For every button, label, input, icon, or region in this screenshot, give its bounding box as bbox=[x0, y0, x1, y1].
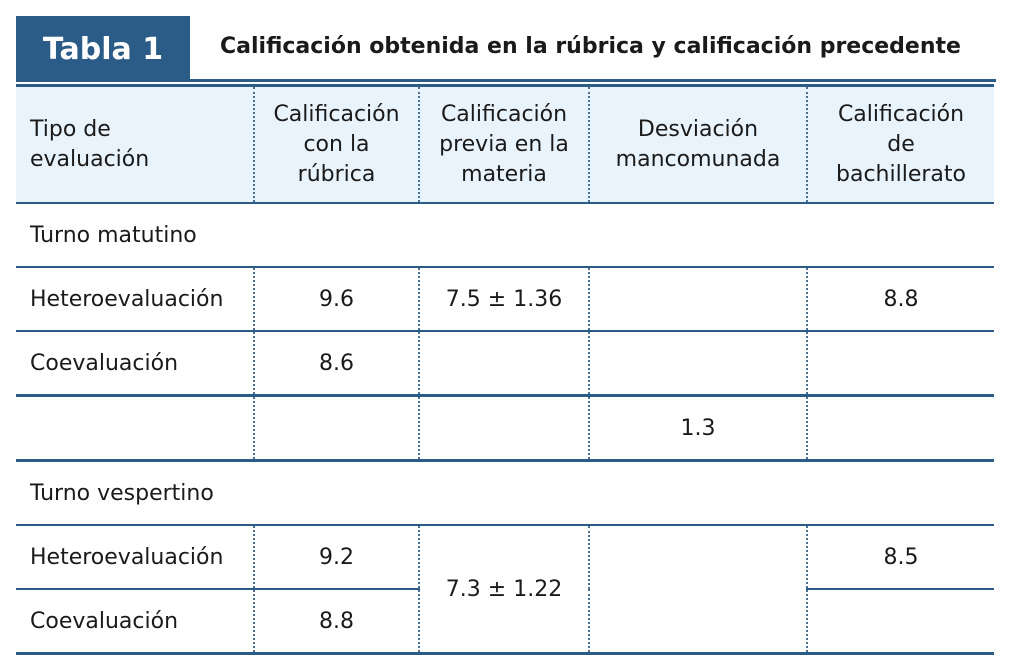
cell-bachillerato bbox=[806, 331, 994, 397]
table-row: Coevaluación 8.8 bbox=[16, 589, 994, 655]
header-desviacion-mancomunada: Desviación mancomunada bbox=[588, 84, 807, 204]
row-label: Coevaluación bbox=[16, 589, 254, 655]
table-row: 1.3 bbox=[16, 395, 994, 462]
cell-bachillerato bbox=[806, 395, 994, 462]
row-label: Coevaluación bbox=[16, 331, 254, 397]
cell-rubrica: 8.8 bbox=[253, 589, 419, 655]
header-tipo-evaluacion: Tipo de evaluación bbox=[16, 84, 254, 204]
header-calificacion-rubrica: Calificación con la rúbrica bbox=[253, 84, 419, 204]
cell-rubrica: 8.6 bbox=[253, 331, 419, 397]
section-label: Turno vespertino bbox=[16, 460, 994, 526]
title-rule bbox=[190, 79, 996, 82]
section-label: Turno matutino bbox=[16, 203, 994, 268]
cell-previa: 7.3 ± 1.22 bbox=[418, 525, 589, 655]
header-row: Tipo de evaluación Calificación con la rúbr… bbox=[16, 84, 994, 204]
cell-desviacion bbox=[588, 525, 807, 655]
cell-previa bbox=[418, 331, 589, 397]
cell-desviacion bbox=[588, 267, 807, 332]
header-calificacion-bachillerato: Calificación de bachillerato bbox=[806, 84, 994, 204]
cell-rubrica: 9.6 bbox=[253, 267, 419, 332]
table-row: Heteroevaluación 9.2 7.3 ± 1.22 8.5 bbox=[16, 525, 994, 655]
cell-bachillerato: 8.5 bbox=[806, 525, 994, 590]
table-row: Heteroevaluación 9.6 7.5 ± 1.36 8.8 bbox=[16, 267, 994, 332]
grades-table: Tipo de evaluación Calificación con la rúbr… bbox=[16, 84, 994, 655]
cell-bachillerato bbox=[806, 589, 994, 655]
cell-desviacion bbox=[588, 331, 807, 397]
table-title: Calificación obtenida en la rúbrica y ca… bbox=[220, 34, 961, 59]
row-label: Heteroevaluación bbox=[16, 267, 254, 332]
cell-rubrica: 9.2 bbox=[253, 525, 419, 590]
cell-rubrica bbox=[253, 395, 419, 462]
table-row: Coevaluación 8.6 bbox=[16, 331, 994, 397]
cell-previa bbox=[418, 395, 589, 462]
row-label: Heteroevaluación bbox=[16, 525, 254, 590]
row-label bbox=[16, 395, 254, 462]
table-number-badge: Tabla 1 bbox=[16, 16, 190, 82]
cell-bachillerato: 8.8 bbox=[806, 267, 994, 332]
section-row-vespertino: Turno vespertino bbox=[16, 460, 994, 526]
section-row-matutino: Turno matutino bbox=[16, 203, 994, 268]
cell-desviacion: 1.3 bbox=[588, 395, 807, 462]
cell-previa: 7.5 ± 1.36 bbox=[418, 267, 589, 332]
header-calificacion-previa: Calificación previa en la materia bbox=[418, 84, 589, 204]
